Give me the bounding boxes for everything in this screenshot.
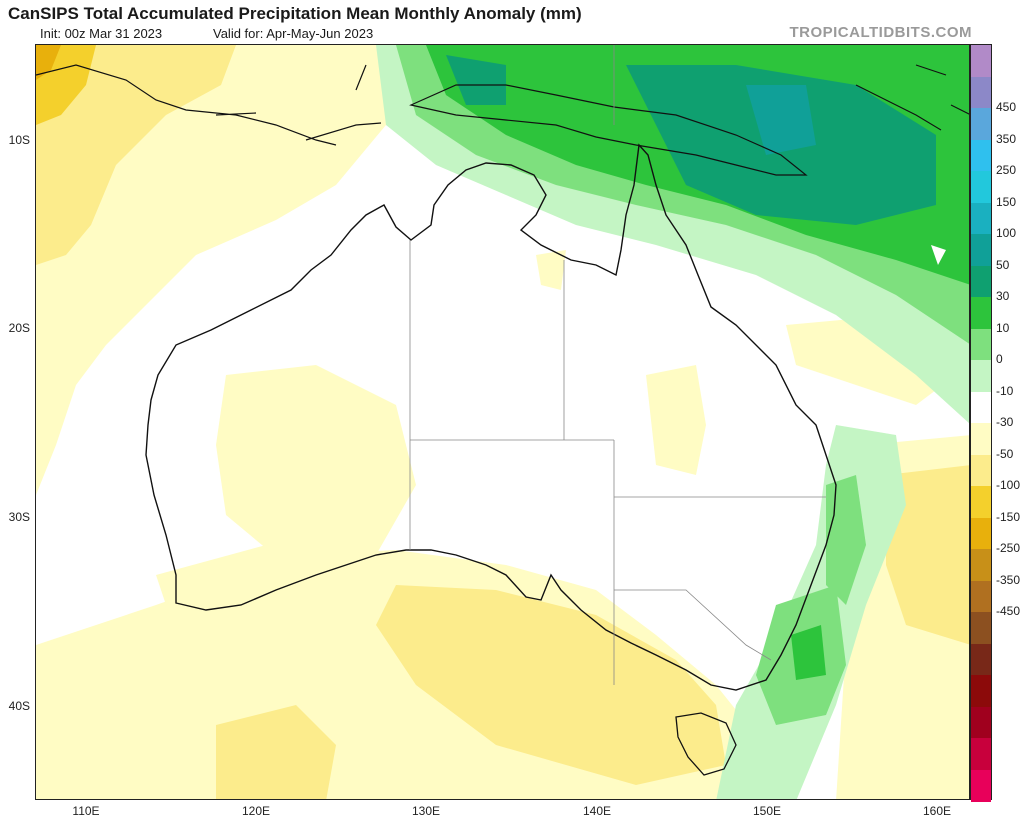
lat-label: 30S [8,510,30,524]
state-borders [409,45,826,685]
colorbar [970,44,992,802]
init-time: Init: 00z Mar 31 2023 [40,26,163,41]
colorbar-label: 50 [996,257,1010,272]
colorbar-swatch [971,549,991,581]
colorbar-swatch [971,612,991,644]
colorbar-swatch [971,108,991,140]
colorbar-label: -100 [996,478,1021,492]
colorbar-swatch [971,454,991,487]
chart-title: CanSIPS Total Accumulated Precipitation … [8,4,582,23]
colorbar-label: 100 [996,226,1017,240]
colorbar-swatch [971,486,991,518]
colorbar-label: -450 [996,604,1021,618]
colorbar-swatch [971,234,991,266]
lon-label: 160E [922,804,952,818]
colorbar-label: -350 [996,572,1021,587]
new-guinea-coastline [409,84,808,176]
colorbar-swatch [971,517,991,550]
colorbar-label: -10 [996,383,1014,398]
colorbar-swatch [971,76,991,109]
colorbar-swatch [971,423,991,455]
lon-label: 150E [752,804,782,818]
valid-period: Valid for: Apr-May-Jun 2023 [213,26,374,41]
site-watermark: TROPICALTIDBITS.COM [789,24,972,41]
colorbar-swatch [971,675,991,707]
colorbar-label: -50 [996,446,1014,461]
colorbar-swatch [971,360,991,392]
colorbar-swatch [971,139,991,172]
colorbar-label: 250 [996,163,1017,177]
lat-label: 10S [8,133,30,147]
colorbar-label: 150 [996,194,1017,209]
colorbar-swatch [971,738,991,770]
dry-anomaly-areas [36,45,969,799]
lon-label: 130E [411,804,441,818]
lon-label: 110E [72,804,100,818]
indonesia-islands [36,64,382,146]
colorbar-label: -150 [996,509,1021,524]
colorbar-swatch [971,769,991,802]
colorbar-label: -250 [996,541,1021,555]
lat-label: 40S [8,699,30,713]
colorbar-swatch [971,297,991,329]
colorbar-label: -30 [996,415,1014,429]
colorbar-swatch [971,580,991,613]
australia-coastline [145,143,837,691]
precip-anomaly-map [35,44,970,800]
colorbar-swatch [971,391,991,424]
melanesia-islands [855,64,969,131]
colorbar-swatch [971,171,991,203]
lat-label: 20S [8,321,30,335]
lon-label: 120E [241,804,271,818]
colorbar-label: 350 [996,131,1017,146]
wet-anomaly-areas [376,45,969,799]
tasmania-coastline [675,712,737,776]
lon-label: 140E [582,804,612,818]
colorbar-swatch [971,202,991,235]
colorbar-label: 30 [996,289,1010,303]
colorbar-swatch [971,328,991,361]
colorbar-swatch [971,265,991,298]
colorbar-label: 450 [996,100,1017,114]
colorbar-label: 0 [996,352,1003,366]
colorbar-swatch [971,706,991,739]
colorbar-swatch [971,45,991,77]
colorbar-swatch [971,643,991,676]
colorbar-label: 10 [996,320,1010,335]
